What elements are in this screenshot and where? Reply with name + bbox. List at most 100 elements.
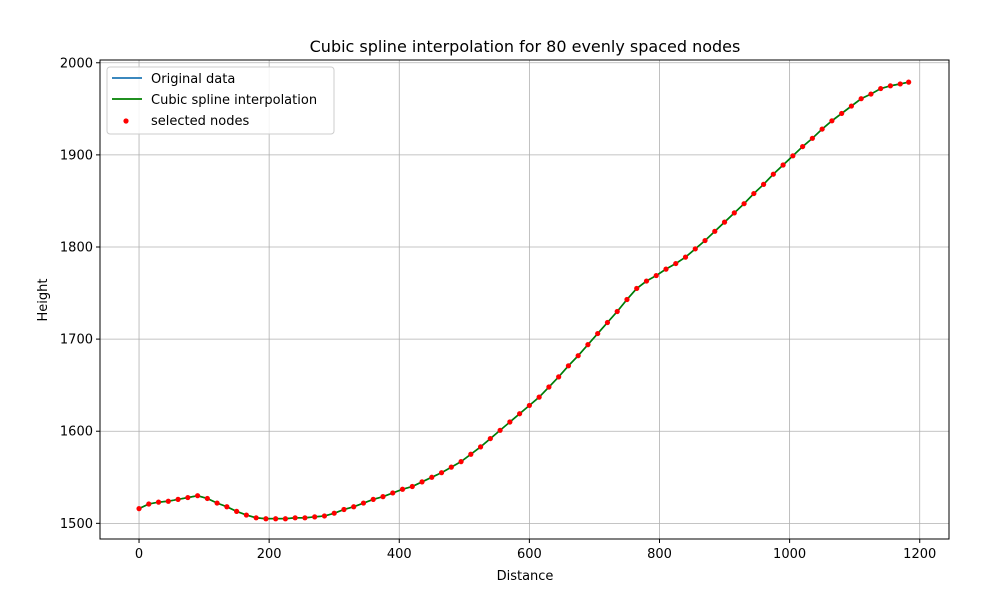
x-tick-label: 200	[257, 547, 282, 562]
grid	[100, 60, 949, 539]
node-point	[906, 79, 912, 85]
node-point	[214, 500, 220, 506]
node-point	[526, 402, 532, 409]
node-point	[624, 296, 630, 303]
node-point	[897, 81, 903, 87]
node-point	[829, 118, 835, 124]
node-point	[614, 308, 620, 315]
node-point	[770, 171, 776, 177]
x-tick-label: 1200	[903, 547, 936, 562]
node-point	[487, 435, 493, 442]
node-point	[751, 190, 757, 197]
y-axis-label: Height	[36, 279, 51, 322]
node-point	[302, 515, 308, 521]
node-point	[390, 490, 396, 496]
node-point	[458, 459, 464, 465]
node-point	[341, 506, 347, 513]
node-point	[780, 162, 786, 168]
node-point	[819, 126, 825, 132]
node-point	[438, 470, 445, 476]
node-point	[468, 451, 474, 457]
original-data-line	[138, 81, 909, 520]
node-point	[604, 319, 611, 326]
node-point	[702, 237, 708, 244]
node-point	[809, 135, 815, 141]
node-point	[185, 494, 191, 501]
node-point	[565, 363, 572, 369]
node-point	[731, 210, 737, 216]
node-point	[839, 110, 845, 117]
node-point	[595, 330, 601, 337]
node-point	[790, 153, 796, 159]
node-point	[887, 83, 894, 89]
chart-title: Cubic spline interpolation for 80 evenly…	[310, 37, 741, 56]
node-point	[409, 483, 415, 490]
node-point	[165, 498, 171, 504]
node-point	[536, 394, 542, 400]
node-point	[682, 254, 689, 260]
node-point	[673, 260, 679, 267]
y-tick-label: 1900	[60, 148, 93, 163]
legend-label-nodes: selected nodes	[151, 114, 249, 129]
node-point	[282, 516, 289, 522]
x-tick-label: 1000	[773, 547, 806, 562]
x-tick-label: 600	[517, 547, 542, 562]
axes-frame	[99, 59, 950, 540]
node-point	[692, 246, 698, 252]
node-point	[643, 278, 650, 284]
node-point	[741, 201, 747, 207]
node-point	[331, 510, 337, 516]
node-point	[175, 496, 181, 502]
node-point	[155, 499, 162, 505]
node-point	[868, 91, 874, 97]
node-point	[136, 506, 142, 512]
node-point	[760, 181, 767, 187]
node-point	[399, 486, 406, 492]
node-point	[497, 427, 503, 433]
y-tick-label: 1600	[60, 425, 93, 440]
node-point	[634, 285, 640, 292]
node-point	[858, 96, 864, 102]
node-point	[507, 419, 513, 425]
node-point	[380, 494, 386, 500]
node-point	[721, 219, 728, 225]
node-point	[312, 514, 318, 520]
node-point	[419, 479, 425, 485]
node-point	[878, 85, 884, 92]
node-point	[448, 464, 454, 470]
node-point	[575, 353, 581, 359]
y-tick-label: 1800	[60, 240, 93, 255]
x-axis-label: Distance	[497, 569, 554, 584]
node-point	[653, 272, 659, 279]
node-point	[321, 513, 328, 519]
legend-box	[106, 66, 335, 135]
y-tick-label: 1700	[60, 333, 93, 348]
spline-line	[138, 81, 909, 520]
node-point	[546, 384, 552, 390]
node-point	[234, 508, 240, 514]
y-axis: 1500 1600 1700 1800 1900 2000	[60, 56, 100, 532]
node-point	[712, 228, 718, 234]
node-point	[370, 496, 376, 502]
y-tick-label: 2000	[60, 56, 93, 71]
node-point	[663, 266, 669, 272]
plot-area	[136, 79, 912, 522]
x-tick-label: 0	[135, 547, 143, 562]
node-point	[224, 504, 230, 510]
node-point	[429, 474, 435, 480]
node-point	[263, 516, 269, 522]
node-point	[360, 500, 367, 506]
x-tick-label: 400	[387, 547, 412, 562]
node-point	[253, 515, 259, 521]
node-point	[194, 493, 201, 499]
node-point	[204, 495, 210, 502]
node-point	[292, 515, 298, 521]
legend-label-spline: Cubic spline interpolation	[151, 93, 317, 108]
node-point	[351, 504, 357, 510]
node-point	[477, 444, 484, 450]
legend: Original data Cubic spline interpolation…	[106, 66, 335, 135]
node-point	[800, 143, 806, 150]
x-tick-label: 800	[647, 547, 672, 562]
node-point	[556, 374, 562, 380]
